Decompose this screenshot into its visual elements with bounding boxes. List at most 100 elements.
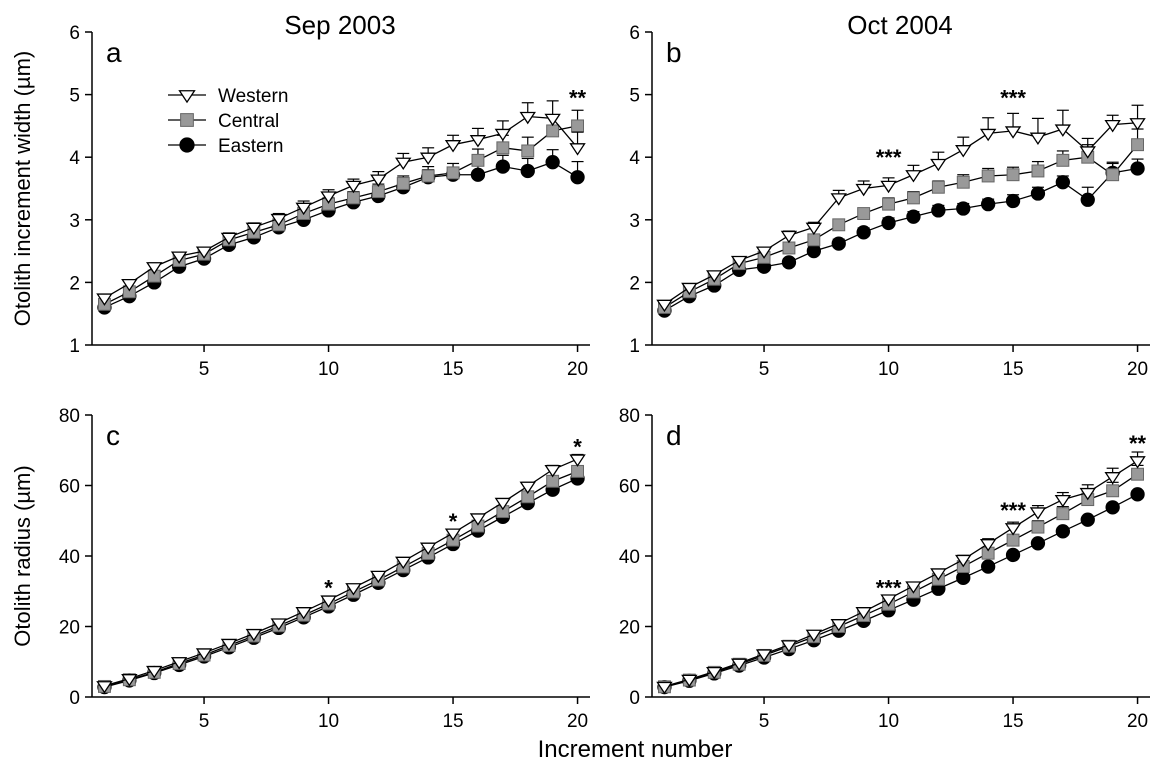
- data-point-eastern: [906, 209, 921, 224]
- data-point-central: [832, 218, 846, 232]
- series-western: [96, 453, 586, 694]
- panel-letter-d: d: [666, 420, 682, 451]
- y-tick-label: 4: [69, 148, 80, 169]
- data-point-central: [396, 177, 410, 190]
- significance-annotation: **: [1129, 431, 1147, 456]
- data-point-western: [494, 128, 512, 142]
- data-point-central: [1031, 164, 1045, 178]
- data-point-eastern: [570, 170, 585, 185]
- x-tick-label: 20: [567, 711, 588, 732]
- panel-letter-c: c: [106, 420, 120, 451]
- series-western: [656, 451, 1146, 695]
- series-eastern: [97, 149, 585, 315]
- y-tick-label: 6: [629, 23, 640, 44]
- data-point-western: [146, 665, 163, 679]
- series-line-western: [664, 460, 1138, 688]
- data-point-western: [755, 246, 773, 259]
- data-point-western: [805, 222, 823, 236]
- data-point-western: [444, 140, 462, 153]
- y-axis-label: Otolith increment width (µm): [10, 51, 35, 327]
- data-point-central: [571, 464, 584, 478]
- column-title-oct-2004: Oct 2004: [847, 10, 953, 40]
- y-tick-label: 20: [619, 618, 640, 639]
- data-point-western: [345, 583, 362, 596]
- data-point-western: [855, 607, 872, 620]
- data-point-western: [444, 528, 462, 541]
- data-point-eastern: [856, 225, 871, 240]
- data-point-central: [571, 119, 584, 133]
- data-point-central: [1106, 484, 1120, 498]
- data-point-eastern: [781, 255, 797, 270]
- series-line-eastern: [104, 161, 578, 309]
- data-point-western: [1104, 472, 1121, 485]
- data-point-western: [519, 111, 536, 125]
- legend-entry-central: Central: [168, 111, 279, 132]
- data-point-western: [146, 262, 163, 275]
- panel-letter-a: a: [106, 37, 122, 68]
- data-point-western: [1104, 120, 1121, 133]
- data-point-western: [656, 681, 673, 695]
- y-tick-label: 80: [619, 406, 640, 427]
- data-point-western: [681, 674, 698, 688]
- y-tick-label: 2: [629, 273, 640, 294]
- legend-marker-central: [180, 113, 194, 127]
- data-point-central: [521, 144, 535, 158]
- series-western: [96, 100, 586, 306]
- x-tick-label: 5: [759, 359, 770, 380]
- x-tick-label: 15: [442, 711, 463, 732]
- data-point-eastern: [1055, 524, 1070, 539]
- data-point-central: [981, 169, 995, 183]
- data-point-western: [805, 629, 823, 643]
- data-point-central: [546, 124, 560, 138]
- data-point-western: [706, 666, 723, 680]
- significance-annotation: *: [324, 576, 333, 601]
- data-point-eastern: [1005, 547, 1021, 563]
- panel-b: 1 2 3 4 5 6 5 10 15 20 b *** ***: [629, 23, 1150, 380]
- data-point-western: [295, 607, 312, 620]
- panel-c: 0 20 40 60 80 5 10 15 20 c Otolith radius (µm) * * *: [10, 406, 590, 732]
- data-point-western: [1004, 523, 1022, 536]
- data-point-western: [170, 251, 188, 264]
- data-point-western: [220, 232, 238, 246]
- data-point-western: [370, 570, 387, 584]
- data-point-western: [469, 513, 487, 526]
- x-tick-label: 15: [1002, 711, 1023, 732]
- x-tick-label: 10: [878, 359, 899, 380]
- data-point-western: [1004, 126, 1022, 139]
- significance-annotation: *: [449, 509, 458, 534]
- data-point-central: [421, 169, 435, 183]
- y-tick-label: 1: [69, 336, 80, 357]
- data-point-western: [930, 158, 947, 172]
- y-tick-label: 60: [59, 477, 80, 498]
- legend-entry-western: Western: [168, 86, 288, 107]
- data-point-western: [1079, 487, 1096, 501]
- legend: Western Central Eastern: [168, 86, 288, 157]
- series-eastern: [657, 158, 1145, 318]
- data-point-central: [956, 175, 970, 189]
- significance-annotation: ***: [1000, 86, 1026, 111]
- shared-x-axis-label: Increment number: [538, 736, 733, 763]
- data-point-eastern: [881, 215, 896, 231]
- x-tick-label: 20: [1127, 711, 1148, 732]
- data-point-eastern: [981, 197, 996, 212]
- data-point-central: [496, 141, 510, 155]
- data-point-western: [170, 657, 188, 670]
- data-point-central: [446, 166, 460, 180]
- y-tick-label: 3: [69, 211, 80, 232]
- data-point-western: [681, 282, 698, 296]
- data-point-western: [905, 581, 922, 594]
- data-point-western: [656, 299, 673, 313]
- y-tick-label: 0: [69, 688, 80, 709]
- data-point-western: [245, 628, 263, 642]
- y-tick-label: 4: [629, 148, 640, 169]
- data-point-western: [270, 618, 287, 631]
- data-point-western: [270, 213, 287, 227]
- data-point-western: [519, 481, 536, 495]
- y-tick-label: 5: [69, 86, 80, 107]
- legend-label: Eastern: [218, 136, 283, 157]
- data-point-central: [1031, 520, 1045, 534]
- data-point-western: [195, 246, 213, 259]
- data-point-central: [882, 197, 895, 211]
- data-point-western: [544, 464, 561, 478]
